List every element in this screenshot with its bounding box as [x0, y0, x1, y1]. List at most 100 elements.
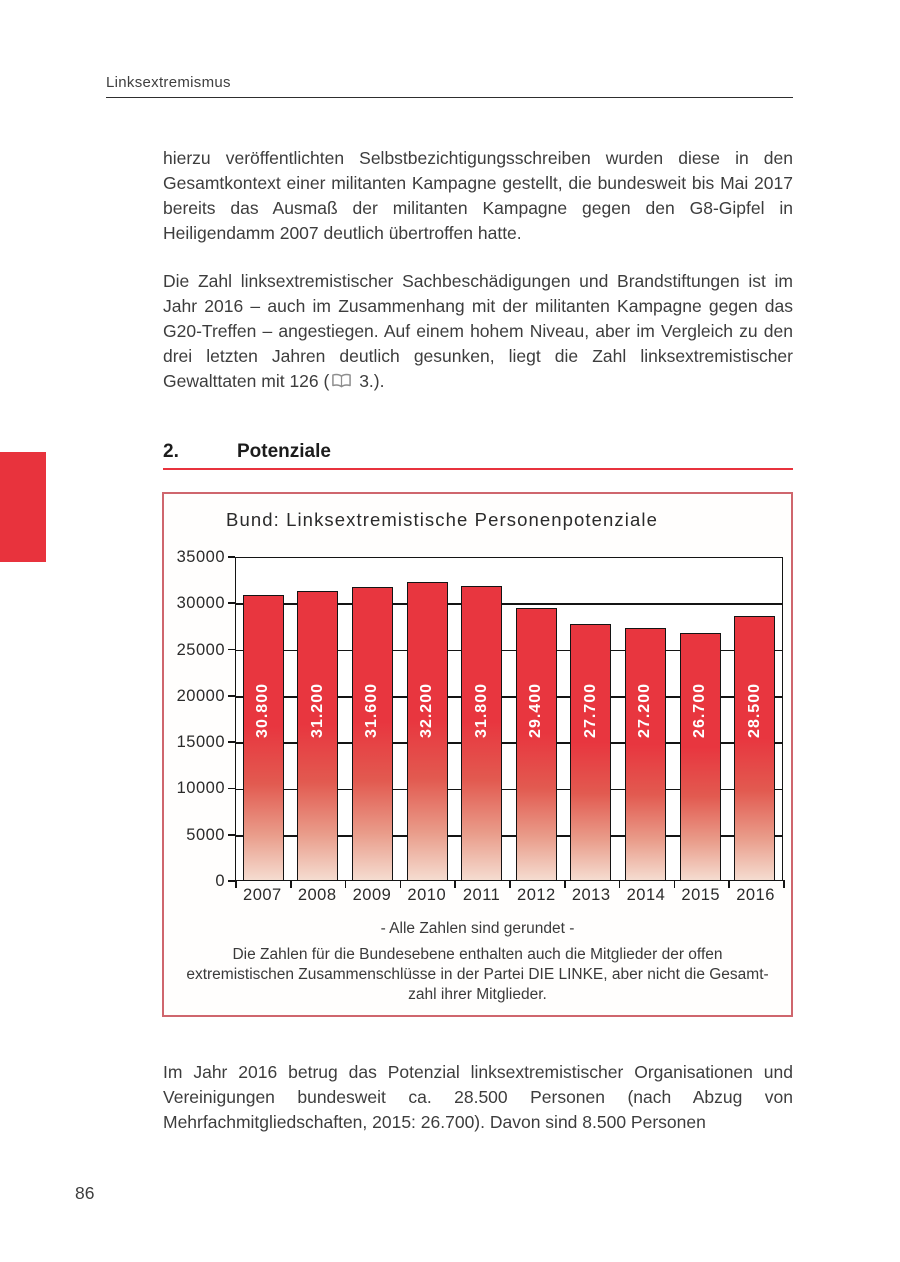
- x-label-2011: 2011: [462, 886, 501, 904]
- chart-footnote-rounded: - Alle Zahlen sind gerundet -: [380, 920, 575, 937]
- x-tick-mark-7: [618, 880, 621, 888]
- gridline-10000: [236, 788, 782, 791]
- bar-2008: 31.200: [297, 591, 339, 880]
- bar-slot-2015: 26.700: [673, 558, 728, 880]
- bar-value-label: 27.700: [581, 683, 599, 738]
- x-axis-labels: 2007 2008 2009 2010 2011 2012 2013 2014 2015 2016: [235, 886, 783, 905]
- bar-value-label: 30.800: [254, 683, 272, 738]
- bar-slot-2014: 27.200: [618, 558, 673, 880]
- chart-box: Bund: Linksextremistische Personenpotenz…: [162, 492, 793, 1017]
- section-heading: 2. Potenziale: [163, 441, 793, 470]
- gridline-30000: [236, 603, 782, 606]
- bar-value-label: 28.500: [745, 683, 763, 738]
- bar-2009: 31.600: [351, 587, 393, 880]
- section-heading-rule: [163, 468, 793, 470]
- x-tick-mark-1: [290, 880, 292, 888]
- x-tick-mark-3: [399, 880, 402, 888]
- bar-slot-2007: 30.800: [236, 558, 291, 880]
- chapter-tab-marker: [0, 452, 46, 562]
- bars-container: 30.800 31.200 31.600 32.200 31.800 29.400 27.7…: [236, 558, 782, 880]
- section-number: 2.: [163, 441, 179, 462]
- y-tick-mark-30000: [228, 602, 235, 605]
- chart-plot: 30.800 31.200 31.600 32.200 31.800 29.400 27.7…: [235, 557, 785, 888]
- x-label-2008: 2008: [297, 886, 337, 904]
- bar-slot-2012: 29.400: [509, 558, 564, 880]
- bar-label-wrap: 29.400: [517, 683, 556, 738]
- bar-value-label: 31.600: [363, 683, 381, 738]
- y-tick-label-35000: 35000: [176, 548, 225, 566]
- bar-value-label: 32.200: [418, 683, 436, 738]
- gridline-5000: [236, 834, 782, 837]
- x-label-2015: 2015: [681, 886, 721, 904]
- body-paragraph-2: Die Zahl linksextremistischer Sachbeschä…: [163, 269, 793, 396]
- paragraph-2-text-before: Die Zahl linksextremistischer Sachbeschä…: [163, 271, 793, 391]
- x-tick-mark-0: [235, 880, 237, 888]
- y-tick-label-10000: 10000: [176, 779, 225, 798]
- bar-2016: 28.500: [734, 616, 776, 880]
- x-label-2007: 2007: [243, 886, 282, 904]
- y-tick-label-20000: 20000: [176, 686, 225, 705]
- x-tick-mark-9: [728, 880, 730, 888]
- bar-label-wrap: 27.200: [626, 683, 665, 738]
- y-tick-label-0: 0: [215, 872, 225, 890]
- running-header: Linksextremismus: [106, 74, 793, 98]
- x-label-2010: 2010: [407, 886, 447, 904]
- bar-value-label: 31.200: [308, 683, 326, 738]
- y-tick-label-15000: 15000: [176, 733, 225, 752]
- chart-footnote-note: Die Zahlen für die Bundesebene enthalten…: [186, 946, 769, 1003]
- bar-2012: 29.400: [515, 608, 557, 880]
- y-tick-label-30000: 30000: [176, 594, 225, 613]
- y-tick-mark-5000: [228, 833, 235, 836]
- bar-label-wrap: 28.500: [735, 683, 774, 738]
- x-tick-mark-8: [673, 880, 676, 888]
- bar-value-label: 27.200: [636, 683, 654, 738]
- page-number: 86: [75, 1183, 95, 1203]
- x-label-2012: 2012: [517, 886, 556, 904]
- bar-value-label: 26.700: [691, 683, 709, 738]
- x-tick-mark-6: [564, 880, 566, 888]
- x-tick-mark-4: [454, 880, 456, 888]
- bar-value-label: 29.400: [527, 683, 545, 738]
- y-tick-label-25000: 25000: [176, 640, 225, 659]
- y-tick-mark-35000: [228, 556, 235, 558]
- bar-slot-2013: 27.700: [564, 558, 619, 880]
- x-tick-mark-2: [344, 880, 347, 888]
- bar-slot-2010: 32.200: [400, 558, 455, 880]
- bar-2011: 31.800: [461, 586, 503, 880]
- paragraph-2-text-after: 3.).: [359, 371, 385, 391]
- gridline-20000: [236, 696, 782, 698]
- bar-slot-2011: 31.800: [454, 558, 509, 880]
- gridline-15000: [236, 742, 782, 744]
- y-tick-mark-25000: [228, 648, 235, 651]
- bar-2015: 26.700: [679, 633, 721, 880]
- bar-2013: 27.700: [570, 624, 612, 880]
- y-tick-mark-15000: [228, 741, 235, 743]
- x-tick-mark-5: [509, 880, 511, 888]
- bar-value-label: 31.800: [472, 683, 490, 738]
- y-tick-mark-0: [228, 880, 235, 882]
- bar-label-wrap: 26.700: [681, 683, 720, 738]
- open-book-icon: [331, 371, 352, 396]
- body-paragraph-1: hierzu veröffentlichten Selbstbezichtigu…: [163, 148, 793, 243]
- chart-title: Bund: Linksextremistische Personenpotenz…: [226, 509, 658, 530]
- bar-slot-2016: 28.500: [727, 558, 782, 880]
- gridline-25000: [236, 649, 782, 652]
- chart-area: 35000 30000 25000 20000 15000 10000 5000 0 30.8…: [177, 548, 785, 890]
- bar-label-wrap: 27.700: [571, 683, 610, 738]
- body-paragraph-3: Im Jahr 2016 betrug das Potenzial linkse…: [163, 1062, 793, 1132]
- x-tick-mark-10: [783, 880, 785, 888]
- bar-2007: 30.800: [242, 595, 284, 880]
- bar-2014: 27.200: [624, 628, 666, 880]
- bar-label-wrap: 30.800: [244, 683, 283, 738]
- x-label-2016: 2016: [736, 886, 775, 904]
- y-tick-label-5000: 5000: [186, 825, 225, 844]
- x-label-2014: 2014: [626, 886, 666, 904]
- bar-label-wrap: 32.200: [408, 683, 447, 738]
- bar-slot-2009: 31.600: [345, 558, 400, 880]
- y-tick-mark-20000: [228, 695, 235, 697]
- bar-slot-2008: 31.200: [291, 558, 346, 880]
- section-title: Potenziale: [237, 441, 331, 462]
- bar-label-wrap: 31.200: [298, 683, 337, 738]
- bar-label-wrap: 31.600: [353, 683, 392, 738]
